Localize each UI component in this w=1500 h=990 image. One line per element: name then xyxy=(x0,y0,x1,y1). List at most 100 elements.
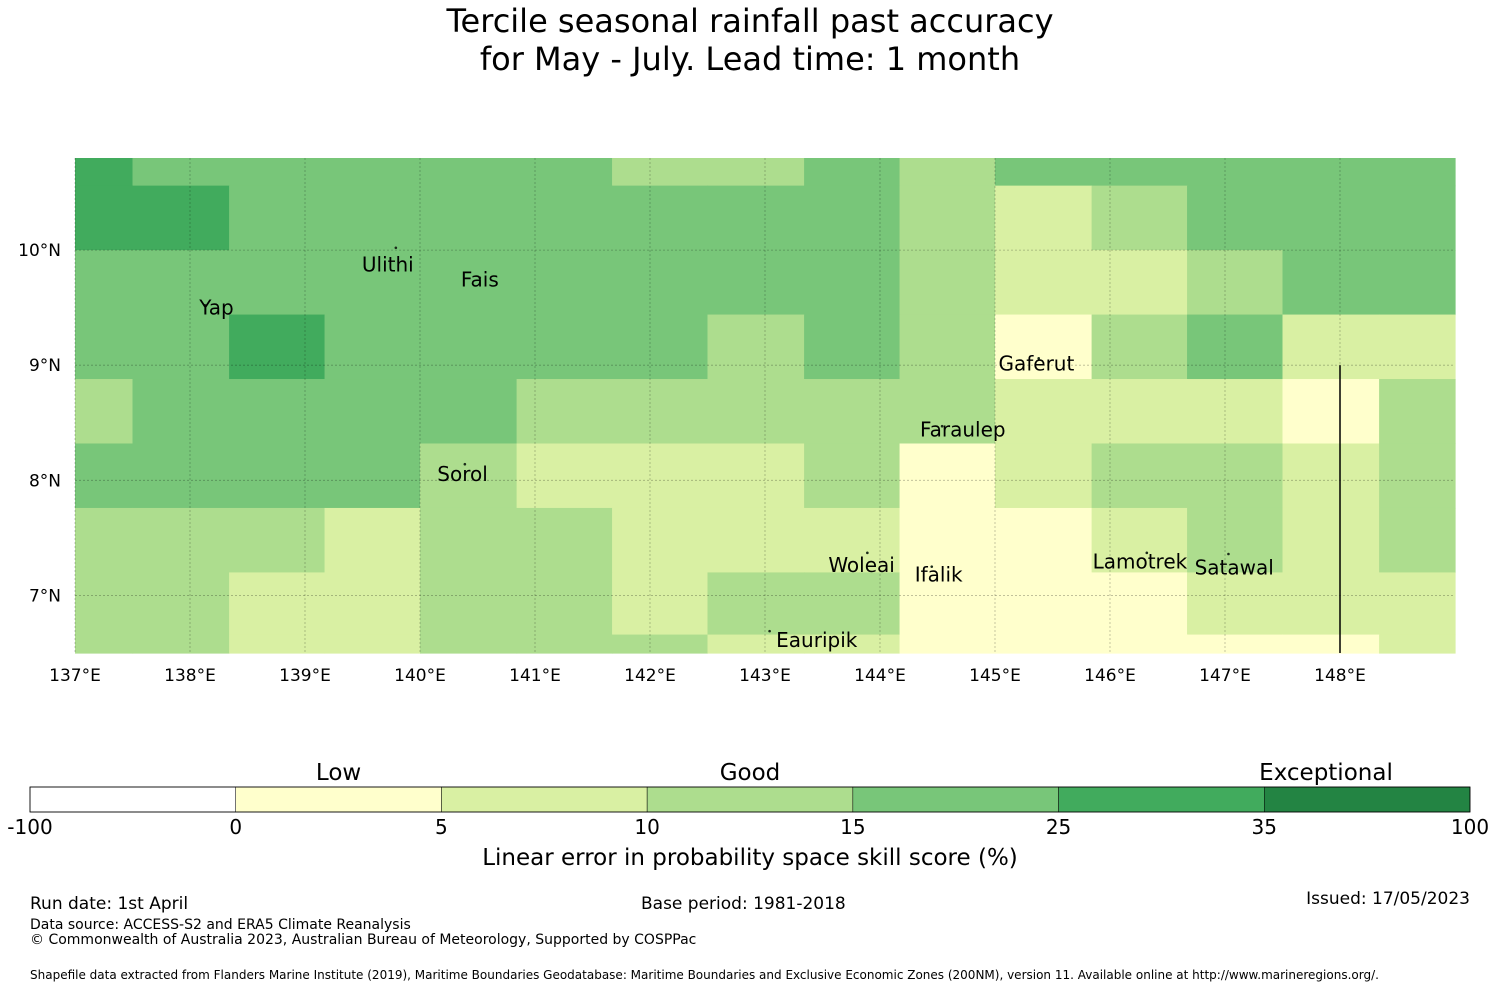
issued-date: Issued: 17/05/2023 xyxy=(1306,889,1470,909)
skill-cell-r8-c7 xyxy=(707,634,805,654)
skill-cell-r3-c13 xyxy=(1282,314,1380,380)
skill-cell-r0-c12 xyxy=(1187,158,1284,187)
place-label: Ulithi xyxy=(362,253,414,277)
skill-cell-r5-c0 xyxy=(75,443,134,509)
skill-cell-r6-c7 xyxy=(707,507,805,574)
skill-cell-r2-c13 xyxy=(1282,250,1380,316)
skill-cell-r6-c11 xyxy=(1091,507,1188,574)
skill-cell-r8-c8 xyxy=(804,634,901,654)
longitude-tick-label: 138°E xyxy=(164,666,216,686)
island-marker xyxy=(203,304,207,307)
skill-cell-r5-c8 xyxy=(804,443,901,509)
skill-cell-r2-c7 xyxy=(707,250,805,316)
skill-cell-r5-c4 xyxy=(420,443,518,509)
place-label: Fais xyxy=(461,268,499,292)
skill-cell-r3-c10 xyxy=(995,314,1093,380)
colorbar-bin-3 xyxy=(646,786,854,813)
longitude-tick-label: 141°E xyxy=(509,666,561,686)
skill-cell-r7-c9 xyxy=(899,572,996,636)
skill-cell-r3-c6 xyxy=(612,314,709,380)
skill-cell-r2-c2 xyxy=(229,250,326,316)
skill-grid-cells xyxy=(75,158,1456,654)
island-marker xyxy=(940,424,944,428)
skill-cell-r6-c14 xyxy=(1379,507,1456,574)
skill-map: Ulithi Fais Yap Gaferut Faraulep Sorol Woleai I… xyxy=(18,158,1456,686)
skill-cell-r1-c6 xyxy=(612,185,709,251)
skill-cell-r2-c10 xyxy=(995,250,1093,316)
skill-cell-r3-c14 xyxy=(1379,314,1456,380)
skill-cell-r4-c14 xyxy=(1379,379,1456,445)
skill-cell-r0-c13 xyxy=(1282,158,1380,187)
longitude-tick-label: 139°E xyxy=(279,666,331,686)
island-marker xyxy=(394,246,398,250)
skill-cell-r5-c6 xyxy=(612,443,709,509)
island-marker xyxy=(1037,357,1040,360)
skill-cell-r6-c1 xyxy=(132,507,230,574)
skill-cell-r7-c3 xyxy=(324,572,421,636)
skill-cell-r4-c7 xyxy=(707,379,805,445)
skill-cell-r6-c13 xyxy=(1282,507,1380,574)
skill-cell-r1-c2 xyxy=(229,185,326,251)
island-marker xyxy=(866,551,869,555)
skill-cell-r8-c6 xyxy=(612,634,709,654)
skill-cell-r4-c4 xyxy=(420,379,518,445)
skill-cell-r2-c14 xyxy=(1379,250,1456,316)
map-axis-labels: 137°E 138°E 139°E 140°E 141°E 142°E 143°E 144°E… xyxy=(18,241,1366,686)
skill-cell-r5-c7 xyxy=(707,443,805,509)
longitude-tick-label: 142°E xyxy=(624,666,676,686)
skill-cell-r8-c14 xyxy=(1379,634,1456,654)
skill-cell-r1-c3 xyxy=(324,185,421,251)
skill-cell-r8-c1 xyxy=(132,634,230,654)
skill-cell-r3-c7 xyxy=(707,314,805,380)
skill-cell-r8-c4 xyxy=(420,634,518,654)
skill-cell-r1-c9 xyxy=(899,185,996,251)
skill-cell-r1-c14 xyxy=(1379,185,1456,251)
colorbar-bin-5 xyxy=(1058,786,1265,813)
base-period: Base period: 1981-2018 xyxy=(641,894,846,914)
skill-cell-r7-c5 xyxy=(516,572,613,636)
chart-title: Tercile seasonal rainfall past accuracy … xyxy=(0,2,1500,78)
skill-cell-r1-c0 xyxy=(75,185,134,251)
colorbar-bin-0 xyxy=(29,786,236,813)
skill-cell-r6-c12 xyxy=(1187,507,1284,574)
longitude-tick-label: 144°E xyxy=(854,666,906,686)
skill-cell-r6-c9 xyxy=(899,507,996,574)
skill-cell-r5-c1 xyxy=(132,443,230,509)
skill-cell-r7-c8 xyxy=(804,572,901,636)
skill-cell-r7-c13 xyxy=(1282,572,1380,636)
skill-cell-r2-c8 xyxy=(804,250,901,316)
shapefile-credit: Shapefile data extracted from Flanders M… xyxy=(30,968,1379,982)
skill-cell-r0-c9 xyxy=(899,158,996,187)
skill-cell-r8-c12 xyxy=(1187,634,1284,654)
colorbar-tick-label: 5 xyxy=(435,815,448,839)
skill-cell-r0-c2 xyxy=(229,158,326,187)
place-markers: Ulithi Fais Yap Gaferut Faraulep Sorol Woleai I… xyxy=(198,246,1274,652)
skill-cell-r3-c3 xyxy=(324,314,421,380)
longitude-tick-label: 147°E xyxy=(1199,666,1251,686)
skill-cell-r8-c3 xyxy=(324,634,421,654)
place-label: Satawal xyxy=(1195,555,1274,579)
skill-cell-r3-c4 xyxy=(420,314,518,380)
skill-cell-r6-c5 xyxy=(516,507,613,574)
skill-cell-r3-c11 xyxy=(1091,314,1188,380)
skill-cell-r4-c5 xyxy=(516,379,613,445)
skill-cell-r8-c2 xyxy=(229,634,326,654)
latitude-tick-label: 10°N xyxy=(18,241,61,261)
skill-cell-r3-c5 xyxy=(516,314,613,380)
skill-cell-r0-c5 xyxy=(516,158,613,187)
skill-cell-r4-c0 xyxy=(75,379,134,445)
place-label: Eauripik xyxy=(776,628,858,652)
colorbar-bin-6 xyxy=(1264,786,1471,813)
skill-cell-r6-c10 xyxy=(995,507,1093,574)
skill-cell-r0-c8 xyxy=(804,158,901,187)
skill-cell-r4-c13 xyxy=(1282,379,1380,445)
skill-cell-r5-c10 xyxy=(995,443,1093,509)
skill-cell-r2-c4 xyxy=(420,250,518,316)
longitude-tick-label: 137°E xyxy=(49,666,101,686)
skill-cell-r1-c13 xyxy=(1282,185,1380,251)
colorbar-axis-label: Linear error in probability space skill … xyxy=(482,845,1018,871)
title-line-2: for May - July. Lead time: 1 month xyxy=(479,40,1021,78)
legend-category-exceptional: Exceptional xyxy=(1259,760,1393,786)
place-label: Lamotrek xyxy=(1093,550,1188,574)
